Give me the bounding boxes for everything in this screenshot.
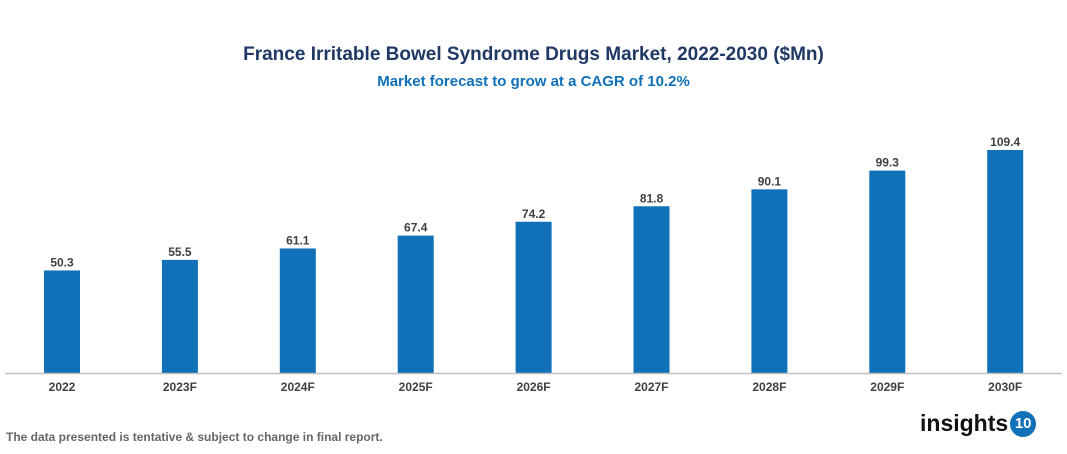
bar (751, 189, 788, 373)
x-tick-label: 2029F (870, 380, 904, 394)
data-label: 67.4 (404, 221, 428, 235)
chart-title: France Irritable Bowel Syndrome Drugs Ma… (243, 44, 824, 65)
x-tick-label: 2028F (752, 380, 786, 394)
bar (397, 235, 434, 373)
x-tick-label: 2024F (281, 380, 315, 394)
x-tick-label: 2027F (634, 380, 668, 394)
x-tick-label: 2025F (399, 380, 433, 394)
bar (869, 170, 906, 373)
x-tick-label: 2023F (163, 380, 197, 394)
data-label: 74.2 (522, 207, 546, 221)
footnote: The data presented is tentative & subjec… (6, 430, 383, 444)
data-label: 90.1 (758, 174, 782, 188)
data-label: 81.8 (640, 191, 664, 205)
bar (633, 206, 670, 373)
bar (279, 248, 316, 373)
logo-text: insights (920, 410, 1009, 436)
data-label: 55.5 (168, 245, 192, 259)
data-label: 109.4 (990, 135, 1020, 149)
x-tick-label: 2022 (49, 380, 76, 394)
data-label: 61.1 (286, 233, 310, 247)
bar (161, 259, 198, 373)
chart-subtitle: Market forecast to grow at a CAGR of 10.… (377, 73, 690, 90)
bar (515, 221, 552, 373)
bar (987, 150, 1024, 373)
bar (44, 270, 80, 373)
logo-badge: 10 (1010, 410, 1037, 437)
x-tick-label: 2030F (988, 380, 1022, 394)
insights10-logo: insights 10 (920, 410, 1037, 437)
data-label: 50.3 (50, 255, 74, 269)
x-tick-label: 2026F (517, 380, 551, 394)
data-label: 99.3 (876, 156, 900, 170)
